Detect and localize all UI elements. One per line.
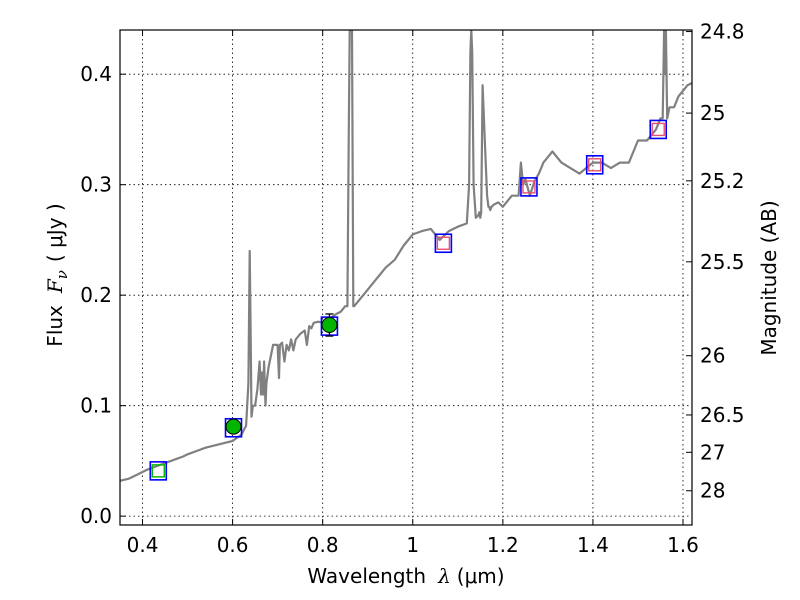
box-1.40 <box>585 154 604 175</box>
y-axis-title: Flux Fν ( μJy ) <box>43 203 71 346</box>
grid <box>120 30 692 525</box>
x-axis-title: Wavelength λ (μm) <box>307 564 504 588</box>
box-1.07 <box>434 233 453 254</box>
x-tick-label: 1.4 <box>577 533 609 557</box>
right-tick-label: 25.5 <box>700 250 745 274</box>
obs-0.60 <box>225 418 242 435</box>
x-axis-title-symbol: λ <box>437 564 451 588</box>
box-0.44 <box>149 461 168 481</box>
x-axis-title-unit: (μm) <box>457 564 505 588</box>
red-1.26 <box>522 180 536 194</box>
obs-0.81 <box>321 317 338 334</box>
box-1.54 <box>649 119 668 140</box>
right-tick-label: 26.5 <box>700 403 745 427</box>
y-tick-label: 0.3 <box>80 173 112 197</box>
right-axis-title: Magnitude (AB) <box>757 200 781 355</box>
box-1.26 <box>520 177 538 197</box>
points-layer <box>149 119 668 481</box>
y-tick-label: 0.2 <box>80 283 112 307</box>
model-spectrum-line <box>120 30 692 482</box>
right-tick-label: 25 <box>700 101 725 125</box>
right-tick-label: 26 <box>700 344 725 368</box>
y-axis-title-subscript: ν <box>53 270 71 279</box>
x-tick-label: 1.2 <box>487 533 519 557</box>
x-tick-label: 0.4 <box>127 533 159 557</box>
y-axis-title-symbol: F <box>43 278 67 294</box>
x-tick-label: 1.6 <box>667 533 699 557</box>
y-tick-label: 0.1 <box>80 394 112 418</box>
y-axis-title-unit: ( μJy ) <box>43 203 67 262</box>
right-tick-label: 24.8 <box>700 20 745 44</box>
right-tick-label: 25.2 <box>700 169 745 193</box>
red-1.40 <box>588 158 602 172</box>
y-axis-title-text: Flux <box>43 305 67 347</box>
x-tick-label: 1 <box>406 533 419 557</box>
red-1.54 <box>651 122 665 137</box>
model-layer <box>120 30 692 482</box>
right-tick-label: 28 <box>700 479 725 503</box>
plot-frame <box>119 29 693 526</box>
x-axis-title-text: Wavelength <box>307 564 426 588</box>
red-1.07 <box>436 236 451 250</box>
y-tick-label: 0.4 <box>80 62 112 86</box>
y-tick-label: 0.0 <box>80 504 112 528</box>
right-tick-label: 27 <box>700 440 725 464</box>
x-tick-label: 0.8 <box>307 533 339 557</box>
x-tick-label: 0.6 <box>217 533 249 557</box>
ticks: 0.4 0.6 0.8 1 1.2 1.4 1.6 0.0 0.1 0.2 0.3 0.4 24.8 25… <box>80 20 744 557</box>
green-0.44 <box>151 464 165 478</box>
